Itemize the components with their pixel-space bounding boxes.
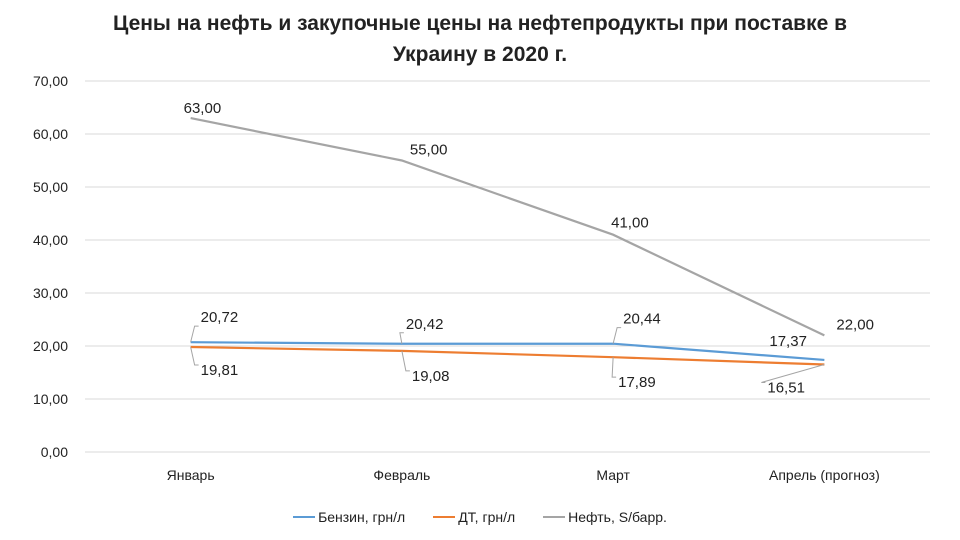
data-label: 20,42 — [406, 316, 444, 333]
y-tick-label: 60,00 — [33, 126, 68, 142]
data-label: 41,00 — [611, 215, 649, 232]
y-tick-label: 0,00 — [41, 444, 68, 460]
y-tick-label: 70,00 — [33, 73, 68, 89]
series-line-1 — [190, 345, 825, 366]
legend-item-oil: Нефть, S/барр. — [543, 509, 667, 525]
x-tick-label: Март — [596, 467, 630, 483]
leader-line — [399, 332, 404, 344]
legend-swatch — [433, 516, 456, 518]
data-label: 63,00 — [184, 100, 222, 117]
leader-line — [401, 350, 410, 372]
legend-label: Бензин, грн/л — [318, 509, 406, 525]
data-label: 20,44 — [623, 311, 661, 328]
legend-item-benzin: Бензин, грн/л — [293, 509, 405, 525]
y-tick-label: 10,00 — [33, 391, 68, 407]
data-label: 16,51 — [767, 379, 805, 396]
series-line-2 — [190, 117, 825, 337]
legend-label: ДТ, грн/л — [458, 509, 516, 525]
leader-line — [761, 364, 825, 383]
x-tick-label: Апрель (прогноз) — [769, 467, 880, 483]
title-line-1: Цены на нефть и закупочные цены на нефте… — [112, 12, 848, 35]
data-label: 17,37 — [769, 333, 807, 350]
x-tick-label: Январь — [167, 467, 215, 483]
series-line-0 — [190, 341, 825, 362]
legend-item-dt: ДТ, грн/л — [433, 509, 515, 525]
data-label: 20,72 — [201, 309, 239, 326]
y-tick-label: 20,00 — [33, 338, 68, 354]
y-tick-label: 50,00 — [33, 179, 68, 195]
y-tick-label: 40,00 — [33, 232, 68, 248]
y-tick-label: 30,00 — [33, 285, 68, 301]
data-label: 19,81 — [201, 362, 239, 379]
legend-swatch — [543, 516, 566, 518]
leader-line — [611, 357, 617, 378]
data-label: 19,08 — [412, 368, 450, 385]
data-label: 22,00 — [836, 316, 874, 333]
leader-line — [190, 325, 199, 343]
chart-title: Цены на нефть и закупочные цены на нефте… — [0, 8, 960, 70]
legend-label: Нефть, S/барр. — [568, 509, 667, 525]
data-label: 17,89 — [618, 374, 656, 391]
leader-line — [190, 346, 199, 366]
data-label: 55,00 — [410, 142, 448, 159]
title-line-2: Украину в 2020 г. — [392, 43, 568, 66]
legend: Бензин, грн/л ДТ, грн/л Нефть, S/барр. — [0, 509, 960, 525]
x-tick-label: Февраль — [373, 467, 430, 483]
legend-swatch — [293, 516, 316, 518]
leader-line — [612, 327, 622, 344]
